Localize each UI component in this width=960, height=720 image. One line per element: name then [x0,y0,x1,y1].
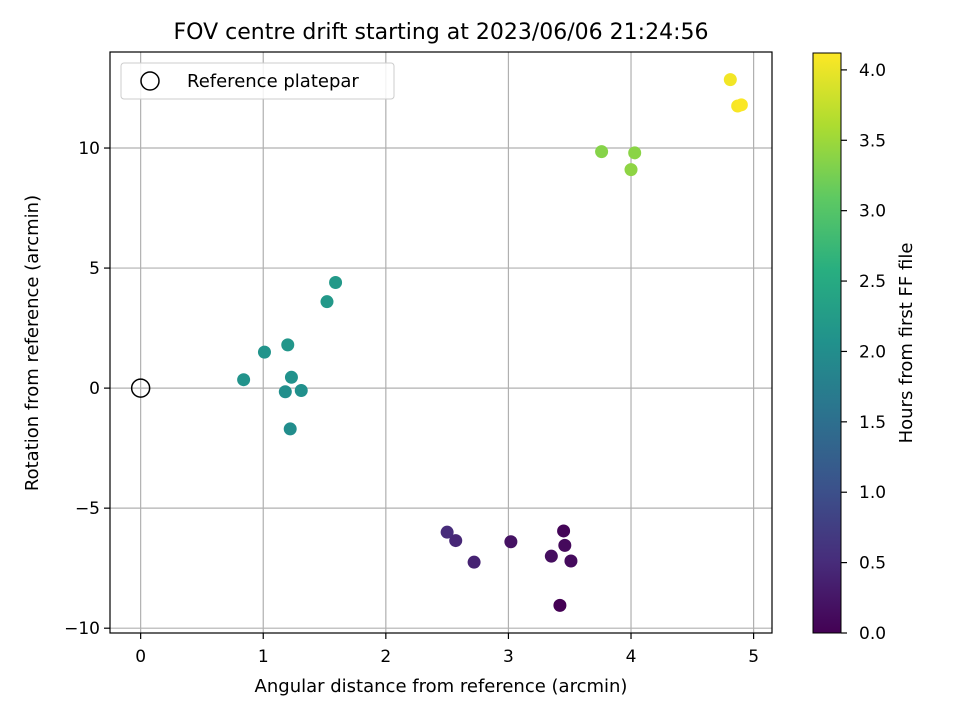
legend: Reference platepar [120,62,395,100]
y-tick-label: 10 [78,139,100,159]
data-point [544,549,558,563]
colorbar-tick-label: 1.0 [859,483,886,503]
colorbar-gradient [813,53,841,633]
data-point [734,98,748,112]
data-point [329,275,343,289]
x-tick-label: 2 [380,647,391,667]
data-point [504,535,518,549]
data-points [237,73,748,612]
data-point [257,345,271,359]
colorbar-tick-label: 3.5 [859,131,886,151]
data-point [284,370,298,384]
data-point [624,163,638,177]
y-tick-label: −10 [64,619,100,639]
y-tick-label: 0 [89,379,100,399]
colorbar: 0.0 0.5 1.0 1.5 2.0 2.5 3.0 3.5 4.0 Hours from f… [812,52,917,644]
x-tick-label: 5 [748,647,759,667]
x-tick-label: 4 [626,647,637,667]
x-tick-label: 0 [135,647,146,667]
y-tick-label: 5 [89,259,100,279]
colorbar-tick-label: 3.0 [859,202,886,222]
data-point [558,538,572,552]
data-point [440,525,454,539]
data-point [628,146,642,160]
reference-platepar-marker [130,378,151,398]
plot-area-frame [109,51,773,634]
y-axis-label: Rotation from reference (arcmin) [22,195,43,491]
chart-title: FOV centre drift starting at 2023/06/06 … [174,20,709,45]
colorbar-tick-label: 2.0 [859,342,886,362]
colorbar-tick-label: 1.5 [859,413,886,433]
data-point [723,73,737,87]
data-point [449,534,463,548]
colorbar-label: Hours from first FF file [896,243,917,444]
data-point [278,385,292,399]
colorbar-tick-label: 0.0 [859,624,886,644]
grid-lines [110,52,772,633]
data-point [281,338,295,352]
colorbar-tick-label: 0.5 [859,554,886,574]
colorbar-ticks: 0.0 0.5 1.0 1.5 2.0 2.5 3.0 3.5 4.0 [841,61,886,644]
data-point [320,295,334,309]
data-point [467,555,481,569]
data-point [557,524,571,538]
colorbar-tick-label: 2.5 [859,272,886,292]
axis-ticks: 0 1 2 3 4 5 −10 −5 0 5 10 [64,139,759,667]
data-point [283,422,297,436]
data-point [294,384,308,398]
colorbar-tick-label: 4.0 [859,61,886,81]
legend-marker [140,71,160,91]
legend-label: Reference platepar [187,71,359,92]
data-point [564,554,578,568]
data-point [553,598,567,612]
y-tick-label: −5 [75,499,100,519]
x-axis-label: Angular distance from reference (arcmin) [255,676,628,697]
x-tick-label: 1 [258,647,269,667]
data-point [237,373,251,387]
legend-box [120,62,395,100]
data-point [595,145,609,159]
colorbar-frame [812,52,842,634]
x-tick-label: 3 [503,647,514,667]
